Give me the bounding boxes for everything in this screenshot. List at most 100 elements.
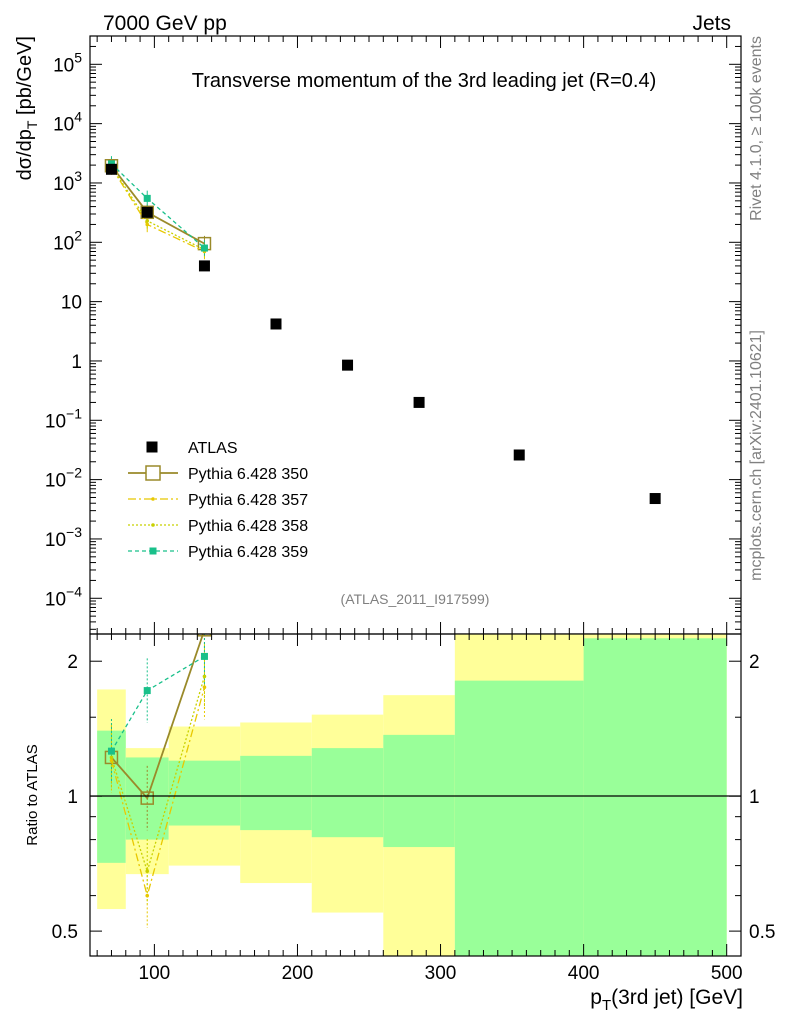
ratio-dot-marker	[109, 755, 114, 760]
ratio-y-axis: 0.5 0.5 1 1 2 2	[52, 652, 776, 943]
y-tick-label: 10−1	[45, 405, 82, 432]
y-tick-mantissa: 10	[53, 174, 74, 195]
y-tick-mantissa: 10	[53, 115, 74, 136]
ratio-square-marker	[200, 652, 208, 660]
legend: ATLAS Pythia 6.428 350 Pythia 6.428 357 Pyt…	[128, 440, 308, 561]
ratio-dot-marker	[145, 869, 150, 874]
y-tick-mantissa: 10	[45, 471, 66, 492]
main-x-ticks	[96, 36, 742, 634]
mc-dot-marker	[145, 219, 150, 223]
legend-label: Pythia 6.428 357	[188, 492, 308, 509]
atlas-data-point	[105, 163, 117, 175]
ratio-y-tick-label-right: 0.5	[749, 922, 775, 943]
legend-atlas-marker	[146, 441, 158, 453]
legend-dot-marker	[151, 523, 155, 527]
legend-label: Pythia 6.428 359	[188, 544, 308, 561]
y-tick-label: 10−3	[45, 524, 82, 551]
main-plot-title: Transverse momentum of the 3rd leading j…	[192, 70, 656, 92]
ratio-square-marker	[143, 687, 151, 695]
atlas-data-point	[413, 396, 425, 408]
atlas-data-point	[141, 206, 153, 218]
ratio-dot-marker	[202, 685, 207, 690]
ratio-open-square-marker	[197, 634, 212, 637]
y-tick-label: 10	[61, 293, 82, 314]
mc-open-square-marker	[140, 205, 154, 220]
analysis-id-label: (ATLAS_2011_I917599)	[341, 591, 490, 607]
ratio-y-axis-title: Ratio to ATLAS	[24, 744, 41, 845]
x-tick-label: 400	[568, 963, 600, 984]
atlas-data-point	[513, 449, 525, 461]
ratio-y-tick-label: 0.5	[52, 922, 78, 943]
green-uncertainty-band	[168, 760, 241, 826]
y-tick-mantissa: 1	[71, 352, 82, 373]
mc-dot-marker	[145, 222, 150, 227]
mc-line	[111, 163, 205, 249]
mc-square-marker	[143, 194, 151, 202]
mc-line	[110, 165, 205, 245]
ratio-dot-marker	[202, 674, 207, 679]
header-right-label: Jets	[692, 12, 731, 35]
y-tick-label: 1	[71, 352, 82, 373]
mcplots-label: mcplots.cern.ch [arXiv:2401.10621]	[748, 330, 765, 581]
atlas-data-point	[270, 318, 282, 330]
y-tick-label: 10−2	[45, 465, 82, 492]
x-axis-title: pT(3rd jet) [GeV]	[590, 986, 743, 1014]
green-uncertainty-band	[454, 680, 584, 956]
green-uncertainty-band	[383, 734, 455, 848]
green-uncertainty-band	[583, 638, 727, 956]
ratio-x-axis: 100 200 300 400 500	[96, 634, 743, 984]
x-tick-label: 200	[282, 963, 314, 984]
legend-label: Pythia 6.428 358	[188, 518, 308, 535]
y-tick-exponent: 2	[74, 227, 82, 243]
legend-open-square	[145, 465, 161, 481]
legend-dot-marker	[151, 497, 155, 501]
y-tick-exponent: 3	[74, 168, 82, 184]
x-tick-label: 100	[139, 963, 171, 984]
uncertainty-bands	[97, 634, 727, 956]
y-tick-exponent: −2	[66, 465, 82, 481]
y-tick-mantissa: 10	[53, 55, 74, 76]
ratio-square-marker	[107, 747, 115, 755]
y-tick-exponent: 5	[74, 49, 82, 65]
ratio-y-tick-label: 2	[67, 652, 78, 673]
x-tick-label: 300	[425, 963, 457, 984]
y-tick-mantissa: 10	[45, 411, 66, 432]
y-tick-mantissa: 10	[45, 589, 66, 610]
main-y-axis-title: dσ/dpT [pb/GeV]	[14, 36, 40, 180]
atlas-data-point	[198, 260, 210, 272]
mc-line	[110, 166, 205, 253]
y-tick-label: 103	[53, 168, 82, 195]
atlas-data-point	[649, 493, 661, 505]
header-left-label: 7000 GeV pp	[103, 12, 227, 35]
y-tick-exponent: −3	[66, 524, 82, 540]
green-uncertainty-band	[240, 755, 312, 831]
mc-square-marker	[200, 244, 208, 252]
ratio-y-tick-label-right: 2	[749, 652, 760, 673]
y-tick-mantissa: 10	[45, 530, 66, 551]
ratio-open-square-marker	[140, 791, 154, 805]
legend-label: ATLAS	[188, 440, 238, 457]
y-tick-exponent: 4	[74, 109, 82, 125]
atlas-data-group	[105, 163, 661, 505]
ratio-series-group	[104, 634, 212, 928]
y-tick-exponent: −1	[66, 405, 82, 421]
atlas-data-point	[342, 359, 354, 371]
y-tick-mantissa: 10	[53, 233, 74, 254]
ratio-dot-marker	[145, 893, 150, 898]
rivet-version-label: Rivet 4.1.0, ≥ 100k events	[748, 36, 765, 221]
ratio-plot-frame	[89, 633, 742, 957]
main-y-axis-title-part: dσ/dp	[14, 129, 36, 180]
y-tick-label: 102	[53, 227, 82, 254]
y-tick-exponent: −4	[66, 583, 82, 599]
x-axis-title-part: p	[590, 986, 602, 1009]
x-tick-label: 500	[711, 963, 743, 984]
ratio-plot-panel: 0.5 0.5 1 1 2 2 100 200 300 400 500 Ratio to ATLA…	[24, 633, 776, 1014]
mc-series-group	[104, 156, 212, 260]
ratio-line	[110, 634, 204, 800]
ratio-y-tick-label-right: 1	[749, 787, 760, 808]
ratio-y-tick-label: 1	[67, 787, 78, 808]
y-tick-mantissa: 10	[61, 293, 82, 314]
